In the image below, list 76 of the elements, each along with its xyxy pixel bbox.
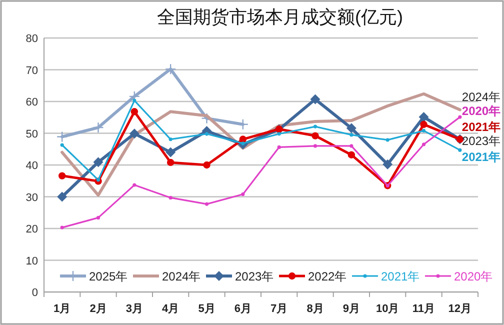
point bbox=[310, 94, 320, 104]
point bbox=[96, 178, 100, 182]
y-tick-label: 80 bbox=[26, 33, 38, 45]
y-tick-label: 40 bbox=[26, 160, 38, 172]
y-tick-label: 20 bbox=[26, 224, 38, 236]
x-tick-label: 9月 bbox=[342, 303, 360, 315]
y-tick-label: 50 bbox=[26, 128, 38, 140]
point bbox=[420, 120, 428, 128]
point bbox=[277, 132, 281, 136]
x-tick-label: 5月 bbox=[198, 303, 216, 315]
point bbox=[312, 132, 319, 140]
point bbox=[168, 137, 172, 142]
point bbox=[132, 98, 136, 102]
point bbox=[93, 157, 104, 168]
x-tick-label: 8月 bbox=[306, 303, 324, 315]
point bbox=[239, 136, 247, 143]
y-tick-label: 70 bbox=[26, 64, 38, 77]
point bbox=[96, 216, 100, 220]
annotation: 2020年 bbox=[462, 104, 501, 118]
x-tick-label: 4月 bbox=[162, 303, 180, 315]
point bbox=[132, 183, 136, 187]
x-tick-label: 11月 bbox=[412, 303, 436, 315]
point bbox=[130, 108, 138, 116]
x-tick-label: 6月 bbox=[234, 303, 252, 315]
y-tick-label: 60 bbox=[26, 96, 38, 108]
chart-title: 全国期货市场本月成交额(亿元) bbox=[157, 7, 403, 27]
point bbox=[129, 128, 140, 139]
point bbox=[58, 172, 66, 180]
x-tick-label: 10月 bbox=[376, 303, 400, 315]
point bbox=[203, 161, 210, 169]
point bbox=[241, 142, 245, 146]
point bbox=[166, 158, 174, 166]
point bbox=[350, 133, 354, 137]
y-tick-label: 30 bbox=[26, 192, 38, 204]
point bbox=[458, 148, 462, 152]
point bbox=[313, 144, 318, 148]
point bbox=[168, 196, 172, 200]
point bbox=[56, 131, 68, 142]
legend-label: 2022年 bbox=[308, 270, 347, 284]
point bbox=[201, 112, 212, 124]
legend-label: 2021年 bbox=[381, 270, 420, 284]
point bbox=[164, 64, 176, 75]
point bbox=[348, 151, 356, 158]
x-tick-label: 7月 bbox=[270, 303, 288, 315]
point bbox=[350, 144, 354, 148]
point bbox=[346, 123, 356, 134]
point bbox=[92, 122, 104, 134]
legend-label: 2020年 bbox=[454, 270, 493, 284]
point bbox=[204, 132, 209, 136]
x-tick-label: 3月 bbox=[126, 303, 143, 315]
annotation: 2023年 bbox=[462, 134, 501, 148]
point bbox=[386, 138, 390, 142]
point bbox=[422, 128, 426, 133]
x-tick-label: 2月 bbox=[90, 303, 107, 315]
point bbox=[458, 115, 462, 119]
legend-label: 2025年 bbox=[89, 270, 128, 284]
point bbox=[60, 226, 64, 230]
point bbox=[382, 159, 393, 170]
y-tick-label: 10 bbox=[26, 255, 38, 268]
legend-label: 2023年 bbox=[235, 270, 274, 284]
point bbox=[166, 147, 176, 158]
point bbox=[57, 192, 68, 202]
y-tick-label: 0 bbox=[32, 287, 38, 299]
x-tick-label: 1月 bbox=[54, 303, 71, 315]
annotation: 2021年 bbox=[462, 120, 501, 134]
legend-label: 2024年 bbox=[162, 270, 201, 284]
point bbox=[418, 112, 429, 122]
point bbox=[241, 192, 245, 196]
annotation: 2021年 bbox=[462, 150, 501, 164]
annotation: 2024年 bbox=[462, 90, 501, 104]
point bbox=[422, 142, 426, 146]
x-tick-label: 12月 bbox=[448, 303, 472, 315]
point bbox=[60, 143, 64, 147]
point bbox=[313, 124, 318, 128]
point bbox=[204, 202, 209, 206]
point bbox=[277, 145, 281, 150]
